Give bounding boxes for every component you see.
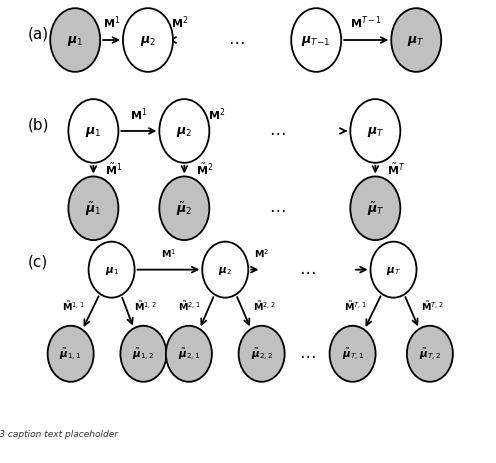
Ellipse shape (50, 9, 100, 73)
Text: $\tilde{\mathbf{M}}^2$: $\tilde{\mathbf{M}}^2$ (196, 161, 213, 176)
Text: $\tilde{\boldsymbol{\mu}}_1$: $\tilde{\boldsymbol{\mu}}_1$ (85, 200, 102, 218)
Text: $\boldsymbol{\mu}_2$: $\boldsymbol{\mu}_2$ (218, 264, 232, 276)
Text: $\tilde{\mathbf{M}}^1$: $\tilde{\mathbf{M}}^1$ (105, 161, 123, 176)
Text: $\boldsymbol{\mu}_2$: $\boldsymbol{\mu}_2$ (140, 34, 156, 48)
Text: (a): (a) (27, 27, 49, 42)
Text: $\boldsymbol{\mu}_2$: $\boldsymbol{\mu}_2$ (176, 125, 192, 138)
Ellipse shape (68, 100, 119, 163)
Text: $\tilde{\mathbf{M}}^{1,1}$: $\tilde{\mathbf{M}}^{1,1}$ (62, 298, 84, 312)
Text: $\boldsymbol{\mu}_1$: $\boldsymbol{\mu}_1$ (85, 125, 102, 138)
Text: $\boldsymbol{\mu}_T$: $\boldsymbol{\mu}_T$ (386, 264, 401, 276)
Ellipse shape (68, 177, 119, 241)
Ellipse shape (123, 9, 173, 73)
Text: $\tilde{\mathbf{M}}^{T,2}$: $\tilde{\mathbf{M}}^{T,2}$ (421, 298, 443, 312)
Ellipse shape (239, 326, 285, 382)
Text: $\mathbf{M}^2$: $\mathbf{M}^2$ (254, 247, 269, 260)
Text: $\tilde{\mathbf{M}}^{2,1}$: $\tilde{\mathbf{M}}^{2,1}$ (179, 298, 201, 312)
Text: $\cdots$: $\cdots$ (299, 345, 315, 363)
Text: $\mathbf{M}^2$: $\mathbf{M}^2$ (207, 106, 225, 123)
Ellipse shape (166, 326, 212, 382)
Text: (c): (c) (27, 254, 48, 269)
Text: $\tilde{\boldsymbol{\mu}}_{T,1}$: $\tilde{\boldsymbol{\mu}}_{T,1}$ (342, 346, 364, 362)
Text: $\cdots$: $\cdots$ (299, 261, 315, 279)
Ellipse shape (291, 9, 341, 73)
Text: $\mathbf{M}^1$: $\mathbf{M}^1$ (103, 14, 121, 31)
Text: $\mathbf{M}^1$: $\mathbf{M}^1$ (161, 247, 176, 260)
Text: $\tilde{\boldsymbol{\mu}}_{2,1}$: $\tilde{\boldsymbol{\mu}}_{2,1}$ (178, 346, 200, 362)
Ellipse shape (48, 326, 94, 382)
Text: $\tilde{\mathbf{M}}^T$: $\tilde{\mathbf{M}}^T$ (386, 161, 405, 176)
Ellipse shape (407, 326, 453, 382)
Text: $\boldsymbol{\mu}_T$: $\boldsymbol{\mu}_T$ (367, 125, 384, 138)
Text: $\tilde{\mathbf{M}}^{1,2}$: $\tilde{\mathbf{M}}^{1,2}$ (134, 298, 157, 312)
Text: $\cdots$: $\cdots$ (269, 200, 286, 218)
Text: $\tilde{\boldsymbol{\mu}}_{T,2}$: $\tilde{\boldsymbol{\mu}}_{T,2}$ (419, 346, 441, 362)
Text: $\tilde{\boldsymbol{\mu}}_T$: $\tilde{\boldsymbol{\mu}}_T$ (367, 200, 384, 218)
Ellipse shape (329, 326, 375, 382)
Text: $\tilde{\boldsymbol{\mu}}_2$: $\tilde{\boldsymbol{\mu}}_2$ (176, 200, 192, 218)
Text: $\boldsymbol{\mu}_1$: $\boldsymbol{\mu}_1$ (105, 264, 119, 276)
Text: $\boldsymbol{\mu}_{T\!-\!1}$: $\boldsymbol{\mu}_{T\!-\!1}$ (302, 34, 331, 48)
Text: $\tilde{\mathbf{M}}^{T,1}$: $\tilde{\mathbf{M}}^{T,1}$ (344, 298, 366, 312)
Ellipse shape (202, 242, 248, 298)
Ellipse shape (350, 100, 400, 163)
Text: $\tilde{\boldsymbol{\mu}}_{1,2}$: $\tilde{\boldsymbol{\mu}}_{1,2}$ (132, 346, 155, 362)
Text: $\mathbf{M}^1$: $\mathbf{M}^1$ (130, 106, 148, 123)
Ellipse shape (350, 177, 400, 241)
Text: Figure 3 caption text placeholder: Figure 3 caption text placeholder (0, 429, 119, 438)
Ellipse shape (391, 9, 441, 73)
Text: $\cdots$: $\cdots$ (269, 123, 286, 141)
Text: $\cdots$: $\cdots$ (228, 32, 245, 50)
Ellipse shape (121, 326, 167, 382)
Ellipse shape (371, 242, 417, 298)
Text: (b): (b) (27, 118, 49, 132)
Ellipse shape (89, 242, 134, 298)
Ellipse shape (159, 177, 209, 241)
Text: $\boldsymbol{\mu}_T$: $\boldsymbol{\mu}_T$ (407, 34, 425, 48)
Text: $\tilde{\mathbf{M}}^{2,2}$: $\tilde{\mathbf{M}}^{2,2}$ (252, 298, 275, 312)
Text: $\mathbf{M}^2$: $\mathbf{M}^2$ (171, 14, 188, 31)
Text: $\mathbf{M}^{T-1}$: $\mathbf{M}^{T-1}$ (350, 14, 382, 31)
Text: $\tilde{\boldsymbol{\mu}}_{1,1}$: $\tilde{\boldsymbol{\mu}}_{1,1}$ (60, 346, 82, 362)
Text: $\boldsymbol{\mu}_1$: $\boldsymbol{\mu}_1$ (67, 34, 83, 48)
Text: $\tilde{\boldsymbol{\mu}}_{2,2}$: $\tilde{\boldsymbol{\mu}}_{2,2}$ (250, 346, 273, 362)
Ellipse shape (159, 100, 209, 163)
